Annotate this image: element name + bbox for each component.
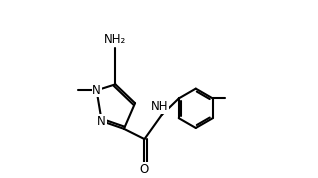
Text: N: N: [97, 115, 106, 128]
Text: NH₂: NH₂: [104, 33, 127, 46]
Text: O: O: [140, 163, 149, 176]
Text: N: N: [92, 84, 101, 97]
Text: NH: NH: [151, 100, 169, 113]
